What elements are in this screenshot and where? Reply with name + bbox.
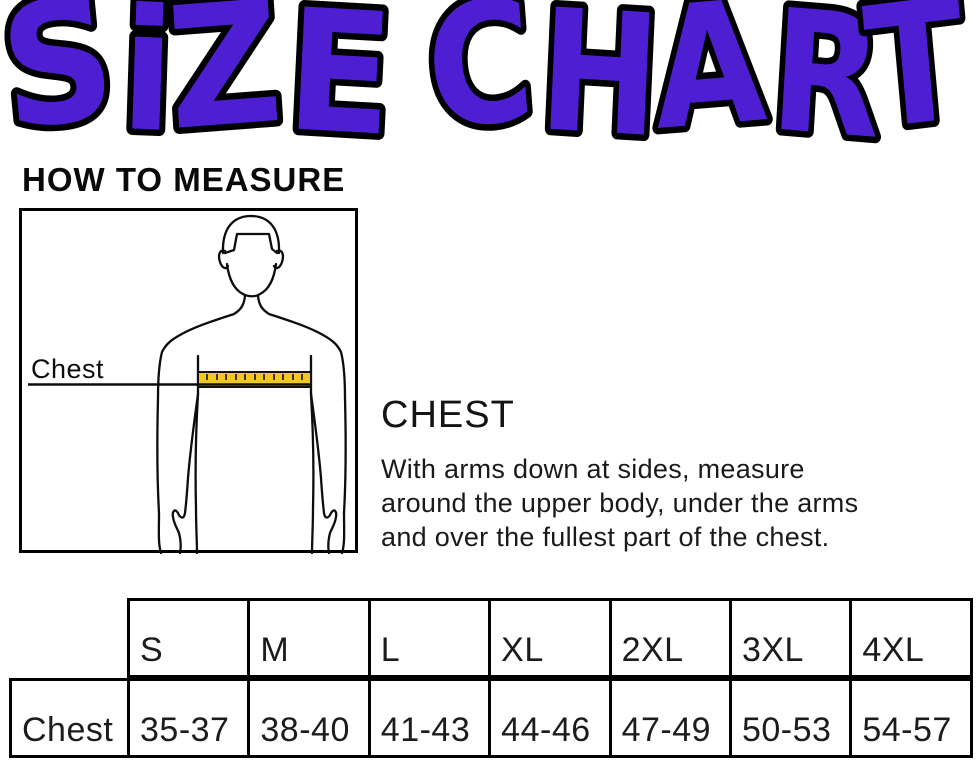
right-inner-arm-hand xyxy=(309,392,338,555)
body-outline xyxy=(156,214,347,555)
left-ear xyxy=(217,249,230,270)
size-value-cell: 35-37 xyxy=(127,678,251,758)
chest-instructions-line1: With arms down at sides, measure xyxy=(381,454,805,484)
size-header-cell: L xyxy=(367,598,492,678)
size-header-cell: M xyxy=(247,598,371,678)
chest-diagram-label: Chest xyxy=(31,354,104,384)
row-label-cell: Chest xyxy=(9,678,130,758)
size-value-cell: 44-46 xyxy=(488,678,612,758)
size-header-cell: S xyxy=(127,598,251,678)
right-shoulder-arm xyxy=(256,294,347,555)
title-word-chart: CHART xyxy=(418,0,973,175)
hair-outline xyxy=(221,214,281,255)
size-value-cell: 47-49 xyxy=(608,678,732,758)
chest-section-heading: CHEST xyxy=(381,394,515,436)
how-to-measure-heading: HOW TO MEASURE xyxy=(22,161,346,198)
title-word-size: SiZE xyxy=(0,0,398,173)
size-value-cell: 54-57 xyxy=(849,678,973,758)
measurement-figure: Chest xyxy=(19,208,358,555)
size-value-cell: 50-53 xyxy=(728,678,853,758)
size-header-cell: 3XL xyxy=(728,598,853,678)
size-table-header-row: S M L XL 2XL 3XL 4XL xyxy=(127,598,973,678)
size-value-cell: 38-40 xyxy=(247,678,371,758)
face-outline xyxy=(225,262,278,298)
chest-instructions: With arms down at sides, measure around … xyxy=(381,452,858,554)
size-header-cell: XL xyxy=(488,598,612,678)
hairline xyxy=(223,232,279,255)
tape-ticks xyxy=(206,374,303,380)
chest-instructions-line3: and over the fullest part of the chest. xyxy=(381,522,830,552)
torso-diagram: Chest xyxy=(19,208,358,555)
size-header-cell: 2XL xyxy=(608,598,732,678)
left-shoulder-arm xyxy=(156,294,247,555)
size-header-cell: 4XL xyxy=(849,598,973,678)
left-torso-line xyxy=(194,392,200,555)
size-table-chest-row: Chest 35-37 38-40 41-43 44-46 47-49 50-5… xyxy=(9,678,973,758)
chest-instructions-line2: around the upper body, under the arms xyxy=(381,488,859,518)
left-inner-arm-hand xyxy=(171,392,200,555)
right-torso-line xyxy=(309,392,315,555)
title-banner: SiZE CHART xyxy=(0,0,978,182)
size-value-cell: 41-43 xyxy=(367,678,492,758)
